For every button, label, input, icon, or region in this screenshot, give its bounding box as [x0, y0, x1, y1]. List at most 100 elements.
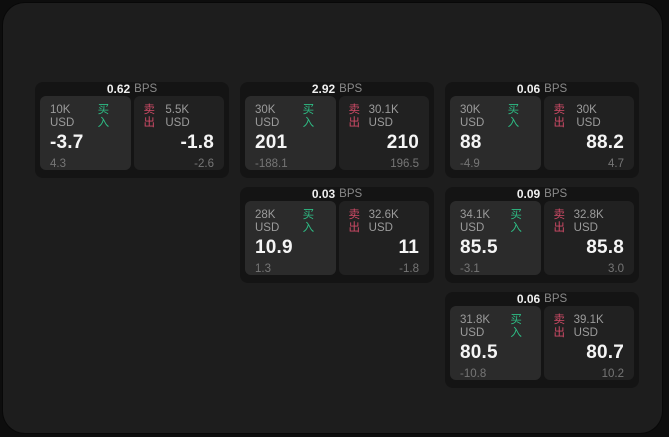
buy-panel-top: 31.8K USD 买入 [460, 314, 531, 340]
quote-panels: 10K USD 买入 -3.7 4.3 卖出 5.5K USD -1.8 -2.… [40, 96, 224, 170]
buy-price: 80.5 [460, 342, 498, 363]
buy-sub-value: 4.3 [50, 158, 66, 170]
sell-panel-top: 卖出 32.8K USD [554, 209, 625, 235]
quote-panels: 28K USD 买入 10.9 1.3 卖出 32.6K USD 11 -1.8 [245, 201, 429, 275]
quote-card: 2.92 BPS 30K USD 买入 201 -188.1 卖出 30.1K … [240, 82, 434, 178]
buy-side-label: 买入 [302, 209, 315, 234]
buy-sub-value: -10.8 [460, 368, 487, 380]
spread-header: 0.09 BPS [450, 187, 634, 201]
bps-unit-label: BPS [544, 293, 568, 305]
buy-panel[interactable]: 30K USD 买入 88 -4.9 [450, 96, 541, 170]
buy-panel[interactable]: 31.8K USD 买入 80.5 -10.8 [450, 306, 541, 380]
spread-value: 0.09 [516, 187, 541, 201]
spread-value: 0.62 [106, 82, 131, 96]
sell-panel-top: 卖出 32.6K USD [349, 209, 420, 235]
quote-panels: 31.8K USD 买入 80.5 -10.8 卖出 39.1K USD 80.… [450, 306, 634, 380]
buy-price: 85.5 [460, 237, 498, 258]
quote-card: 0.06 BPS 30K USD 买入 88 -4.9 卖出 30K USD 8… [445, 82, 639, 178]
bps-unit-label: BPS [134, 83, 158, 95]
quote-panels: 34.1K USD 买入 85.5 -3.1 卖出 32.8K USD 85.8… [450, 201, 634, 275]
sell-panel[interactable]: 卖出 30.1K USD 210 196.5 [338, 96, 429, 170]
buy-panel-top: 30K USD 买入 [460, 104, 531, 130]
sell-price: 85.8 [586, 237, 624, 258]
sell-price: 80.7 [586, 342, 624, 363]
spread-header: 0.06 BPS [450, 292, 634, 306]
buy-panel[interactable]: 30K USD 买入 201 -188.1 [245, 96, 336, 170]
sell-panel[interactable]: 卖出 32.6K USD 11 -1.8 [338, 201, 429, 275]
bps-unit-label: BPS [544, 188, 568, 200]
quote-panels: 30K USD 买入 201 -188.1 卖出 30.1K USD 210 1… [245, 96, 429, 170]
quote-panels: 30K USD 买入 88 -4.9 卖出 30K USD 88.2 4.7 [450, 96, 634, 170]
sell-amount-label: 39.1K USD [573, 314, 604, 339]
buy-panel[interactable]: 28K USD 买入 10.9 1.3 [245, 201, 336, 275]
buy-price: 88 [460, 132, 482, 153]
buy-panel-top: 30K USD 买入 [255, 104, 326, 130]
buy-panel[interactable]: 10K USD 买入 -3.7 4.3 [40, 96, 131, 170]
buy-price: -3.7 [50, 132, 84, 153]
spread-header: 0.62 BPS [40, 82, 224, 96]
sell-side-label: 卖出 [348, 209, 361, 234]
buy-side-label: 买入 [302, 104, 315, 129]
sell-sub-value: -2.6 [194, 158, 214, 170]
sell-sub-value: 196.5 [390, 158, 419, 170]
sell-side-label: 卖出 [348, 104, 361, 129]
sell-panel-top: 卖出 30K USD [554, 104, 625, 130]
sell-amount-label: 30.1K USD [368, 104, 399, 129]
buy-panel-top: 34.1K USD 买入 [460, 209, 531, 235]
buy-price: 201 [255, 132, 288, 153]
buy-side-label: 买入 [97, 104, 110, 129]
sell-sub-value: 3.0 [608, 263, 624, 275]
sell-panel[interactable]: 卖出 5.5K USD -1.8 -2.6 [133, 96, 224, 170]
buy-price: 10.9 [255, 237, 293, 258]
buy-sub-value: -3.1 [460, 263, 480, 275]
sell-price: -1.8 [180, 132, 214, 153]
sell-sub-value: 10.2 [601, 368, 624, 380]
bps-unit-label: BPS [339, 188, 363, 200]
sell-amount-label: 30K USD [576, 104, 601, 129]
buy-amount-label: 34.1K USD [460, 209, 491, 234]
buy-panel-top: 28K USD 买入 [255, 209, 326, 235]
bps-unit-label: BPS [339, 83, 363, 95]
buy-side-label: 买入 [510, 314, 522, 339]
sell-side-label: 卖出 [553, 104, 566, 129]
sell-panel-top: 卖出 39.1K USD [554, 314, 625, 340]
sell-side-label: 卖出 [143, 104, 156, 129]
sell-sub-value: -1.8 [399, 263, 419, 275]
quote-card: 0.06 BPS 31.8K USD 买入 80.5 -10.8 卖出 39.1… [445, 292, 639, 388]
sell-amount-label: 32.6K USD [368, 209, 399, 234]
quote-card: 0.62 BPS 10K USD 买入 -3.7 4.3 卖出 5.5K USD… [35, 82, 229, 178]
buy-amount-label: 30K USD [255, 104, 280, 129]
spread-header: 0.03 BPS [245, 187, 429, 201]
buy-sub-value: -4.9 [460, 158, 480, 170]
sell-side-label: 卖出 [553, 314, 566, 339]
bps-unit-label: BPS [544, 83, 568, 95]
sell-panel[interactable]: 卖出 39.1K USD 80.7 10.2 [543, 306, 634, 380]
buy-amount-label: 31.8K USD [460, 314, 491, 339]
sell-price: 210 [386, 132, 419, 153]
quote-card: 0.09 BPS 34.1K USD 买入 85.5 -3.1 卖出 32.8K… [445, 187, 639, 283]
quote-card-grid: 0.62 BPS 10K USD 买入 -3.7 4.3 卖出 5.5K USD… [35, 82, 639, 388]
quote-card: 0.03 BPS 28K USD 买入 10.9 1.3 卖出 32.6K US… [240, 187, 434, 283]
sell-price: 88.2 [586, 132, 624, 153]
buy-amount-label: 28K USD [255, 209, 280, 234]
buy-side-label: 买入 [510, 209, 522, 234]
spread-value: 0.06 [516, 82, 541, 96]
buy-panel[interactable]: 34.1K USD 买入 85.5 -3.1 [450, 201, 541, 275]
sell-amount-label: 32.8K USD [573, 209, 604, 234]
sell-panel-top: 卖出 5.5K USD [144, 104, 215, 130]
sell-sub-value: 4.7 [608, 158, 624, 170]
spread-value: 0.06 [516, 292, 541, 306]
spread-value: 2.92 [311, 82, 336, 96]
buy-amount-label: 10K USD [50, 104, 75, 129]
buy-sub-value: 1.3 [255, 263, 271, 275]
sell-panel[interactable]: 卖出 30K USD 88.2 4.7 [543, 96, 634, 170]
sell-panel-top: 卖出 30.1K USD [349, 104, 420, 130]
buy-sub-value: -188.1 [255, 158, 288, 170]
spread-header: 2.92 BPS [245, 82, 429, 96]
sell-amount-label: 5.5K USD [165, 104, 190, 129]
sell-side-label: 卖出 [553, 209, 566, 234]
sell-panel[interactable]: 卖出 32.8K USD 85.8 3.0 [543, 201, 634, 275]
spread-value: 0.03 [311, 187, 336, 201]
spread-header: 0.06 BPS [450, 82, 634, 96]
buy-side-label: 买入 [507, 104, 520, 129]
